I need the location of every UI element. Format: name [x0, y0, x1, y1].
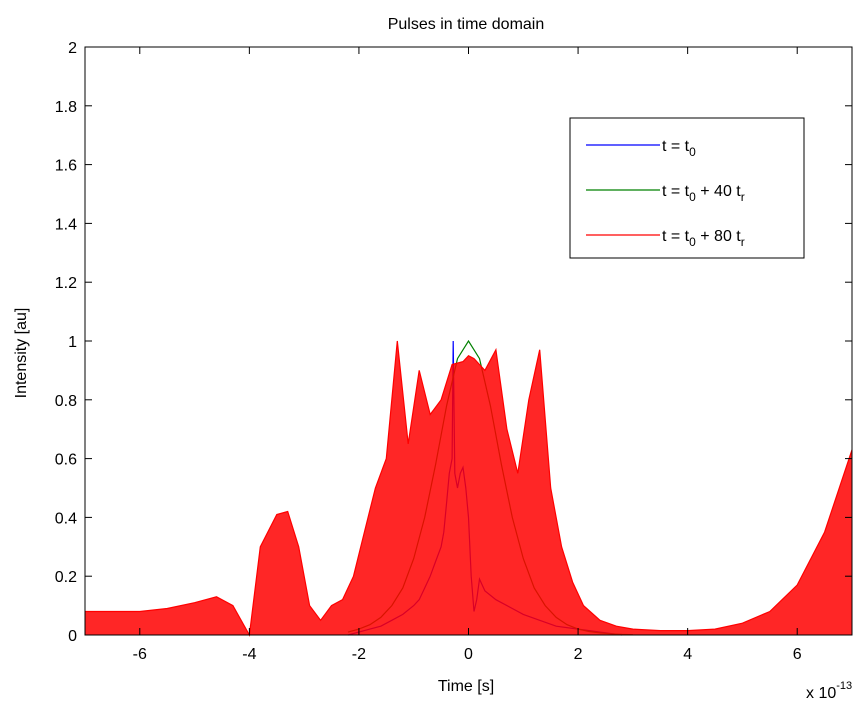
series-fill-3 — [85, 341, 852, 635]
y-tick-label: 1.4 — [55, 216, 77, 233]
y-tick-label: 0.2 — [55, 569, 77, 586]
legend-label-1: t = t0 — [662, 138, 696, 159]
y-tick-label: 0.6 — [55, 452, 77, 469]
series-line-3 — [85, 340, 853, 637]
y-tick-label: 0.8 — [55, 393, 77, 410]
x-tick-label: 0 — [464, 646, 473, 663]
y-tick-label: 1 — [68, 334, 77, 351]
y-tick-label: 0 — [68, 628, 77, 645]
y-tick-label: 1.6 — [55, 158, 77, 175]
y-axis-label: Intensity [au] — [13, 308, 30, 399]
y-tick-label: 1.8 — [55, 99, 77, 116]
y-tick-label: 2 — [68, 40, 77, 57]
legend-label-2: t = t0 + 40 tr — [662, 183, 745, 204]
x-tick-label: 6 — [793, 646, 802, 663]
x-tick-label: 4 — [683, 646, 692, 663]
x-exponent-label: x 10-13 — [806, 680, 852, 702]
x-axis-label: Time [s] — [438, 678, 494, 695]
x-tick-label: -2 — [352, 646, 366, 663]
x-exponent-base: x 10 — [806, 685, 836, 702]
y-tick-label: 0.4 — [55, 510, 77, 527]
x-tick-label: 2 — [574, 646, 583, 663]
x-tick-label: -6 — [133, 646, 147, 663]
series-layer — [85, 339, 853, 637]
chart-title: Pulses in time domain — [388, 16, 545, 33]
axes-layer: -6 -4 -2 0 2 4 6 0 0.2 0.4 0.6 0.8 1 1.2 1.4 1.6 1.8 2 — [55, 40, 853, 663]
x-exponent-power: -13 — [836, 680, 852, 692]
y-tick-label: 1.2 — [55, 275, 77, 292]
legend-label-3: t = t0 + 80 tr — [662, 228, 745, 249]
x-tick-label: -4 — [242, 646, 256, 663]
legend: t = t0 t = t0 + 40 tr t = t0 + 80 tr — [569, 117, 805, 259]
